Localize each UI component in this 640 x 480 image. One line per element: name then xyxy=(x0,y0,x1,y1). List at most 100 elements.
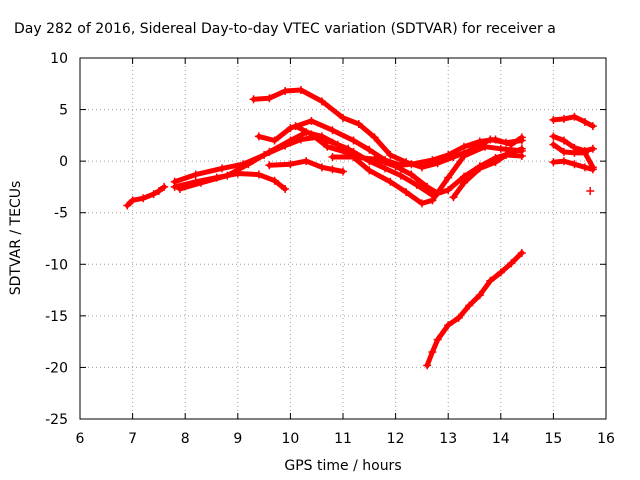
data-point xyxy=(244,160,253,169)
x-tick-label: 16 xyxy=(597,431,615,447)
data-point xyxy=(459,151,468,160)
y-tick-label: 0 xyxy=(59,154,68,170)
data-point xyxy=(549,115,558,124)
data-point xyxy=(281,87,290,96)
data-point xyxy=(317,132,326,141)
data-point xyxy=(517,248,526,257)
data-point xyxy=(339,167,347,176)
data-point xyxy=(507,259,516,268)
data-point xyxy=(381,164,390,173)
data-point xyxy=(549,132,558,141)
data-point xyxy=(570,148,579,157)
data-point xyxy=(307,116,316,125)
grid xyxy=(80,58,606,419)
series-15 xyxy=(586,187,595,196)
data-point xyxy=(559,147,568,156)
x-tick-label: 8 xyxy=(181,431,190,447)
data-point xyxy=(323,142,332,151)
data-point xyxy=(349,153,358,162)
data-point xyxy=(481,142,490,151)
data-point xyxy=(302,157,311,166)
data-point xyxy=(502,150,511,159)
data-point xyxy=(459,142,468,151)
data-point xyxy=(139,194,148,203)
data-point xyxy=(428,347,437,356)
data-point xyxy=(265,147,274,156)
data-point xyxy=(444,150,453,159)
x-tick-label: 6 xyxy=(76,431,85,447)
data-point xyxy=(588,144,597,153)
data-point xyxy=(191,170,200,179)
data-point xyxy=(396,171,405,180)
data-point xyxy=(475,291,484,300)
data-point xyxy=(286,160,295,169)
data-point xyxy=(559,157,568,166)
data-point xyxy=(412,180,421,189)
data-point xyxy=(270,176,279,185)
data-point xyxy=(265,94,274,103)
data-point xyxy=(386,177,395,186)
data-point xyxy=(433,189,442,198)
data-point xyxy=(370,133,379,142)
y-tick-label: -20 xyxy=(45,360,68,376)
data-point xyxy=(454,313,463,322)
data-point xyxy=(491,135,500,144)
data-point xyxy=(517,151,526,160)
data-point xyxy=(586,187,595,196)
data-point xyxy=(349,136,358,145)
y-tick-label: -5 xyxy=(54,206,68,222)
y-tick-label: -10 xyxy=(45,257,68,273)
x-tick-label: 15 xyxy=(544,431,562,447)
data-point xyxy=(588,165,597,174)
data-point xyxy=(580,117,589,126)
data-point xyxy=(580,148,589,157)
data-point xyxy=(286,124,295,133)
data-point xyxy=(433,335,442,344)
y-tick-label: 10 xyxy=(50,51,68,67)
data-point xyxy=(317,163,326,172)
data-point xyxy=(317,97,326,106)
data-point xyxy=(291,122,300,131)
data-point xyxy=(428,156,437,165)
data-point xyxy=(175,184,184,193)
x-tick-label: 14 xyxy=(492,431,510,447)
data-point xyxy=(402,188,411,197)
data-point xyxy=(286,136,295,145)
data-point xyxy=(517,133,526,142)
data-point xyxy=(149,190,158,199)
data-point xyxy=(475,164,484,173)
data-point xyxy=(570,112,579,121)
data-point xyxy=(444,173,453,182)
series-7 xyxy=(265,157,347,176)
data-point xyxy=(365,145,374,154)
data-point xyxy=(365,166,374,175)
series-14 xyxy=(549,157,597,174)
data-point xyxy=(449,193,458,202)
data-point xyxy=(407,160,416,169)
data-point xyxy=(549,158,558,167)
series-6 xyxy=(291,122,526,208)
data-point xyxy=(486,276,495,285)
data-point xyxy=(580,163,589,172)
y-axis-label: SDTVAR / TECUs xyxy=(8,181,24,296)
data-point xyxy=(559,136,568,145)
data-point xyxy=(123,201,132,210)
data-point xyxy=(417,199,426,208)
data-point xyxy=(154,187,163,196)
x-axis-label: GPS time / hours xyxy=(284,458,401,474)
x-tick-label: 13 xyxy=(439,431,457,447)
data-point xyxy=(386,150,395,159)
data-point xyxy=(265,161,274,170)
series-11 xyxy=(549,112,597,131)
data-point xyxy=(570,160,579,169)
data-point xyxy=(496,144,505,153)
data-point xyxy=(339,113,347,122)
series-10 xyxy=(423,248,526,370)
data-point xyxy=(423,361,432,370)
data-point xyxy=(428,196,437,205)
series-8 xyxy=(328,153,442,198)
data-point xyxy=(223,171,232,180)
data-point xyxy=(254,132,263,141)
data-point xyxy=(407,170,416,179)
